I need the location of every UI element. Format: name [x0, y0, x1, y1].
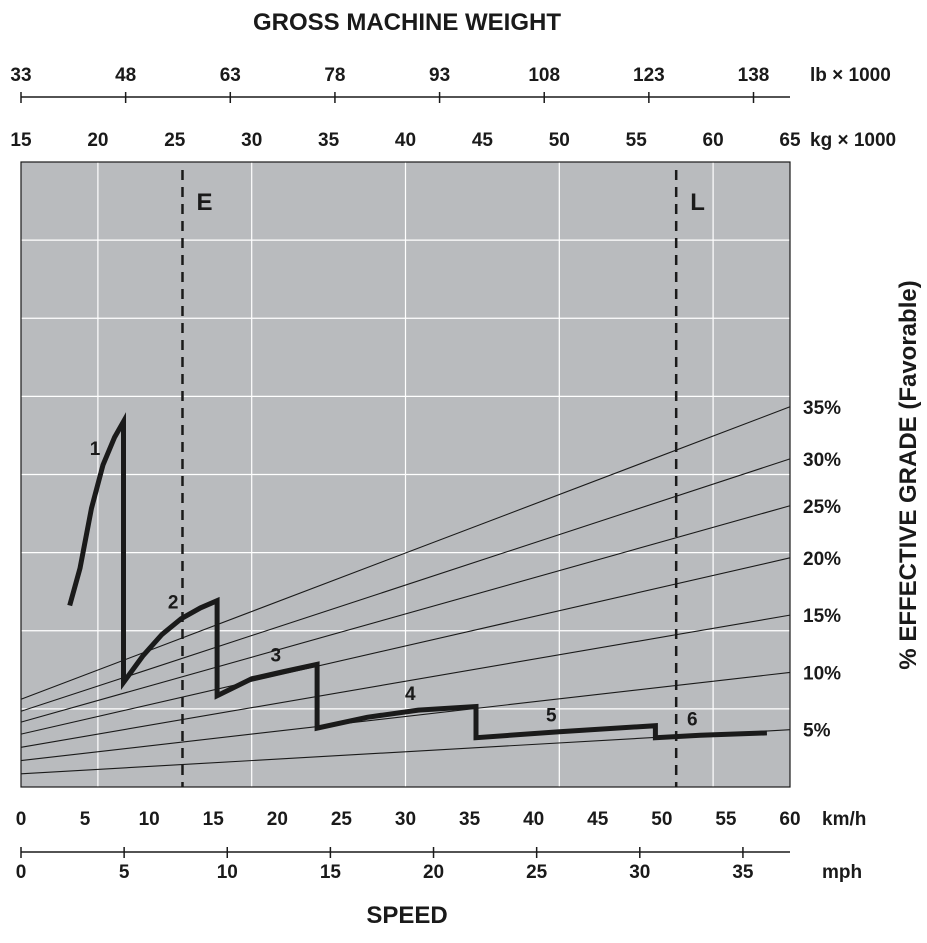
gear-label: 3	[270, 646, 281, 667]
kg-tick-label: 55	[626, 130, 648, 151]
kmh-tick-label: 50	[651, 809, 672, 830]
lb-tick-label: 78	[324, 65, 345, 86]
retarder-curve	[67, 412, 767, 741]
kmh-tick-label: 15	[203, 809, 225, 830]
grade-label: 5%	[803, 721, 831, 742]
mph-tick-label: 25	[526, 862, 548, 883]
grade-line	[20, 557, 791, 735]
grade-label: 25%	[803, 497, 841, 518]
mph-tick-label: 30	[629, 862, 650, 883]
mph-tick-label: 0	[16, 862, 27, 883]
grade-line	[20, 505, 791, 723]
kg-tick-label: 60	[703, 130, 724, 151]
kmh-tick-label: 45	[587, 809, 609, 830]
grade-line	[20, 671, 791, 762]
kmh-tick-label: 0	[16, 809, 27, 830]
mph-unit-label: mph	[822, 862, 862, 883]
kg-tick-label: 35	[318, 130, 340, 151]
lb-tick-label: 93	[429, 65, 450, 86]
grade-line	[20, 614, 791, 748]
lb-tick-label: 123	[633, 65, 665, 86]
kmh-tick-label: 60	[779, 809, 800, 830]
lb-tick-label: 48	[115, 65, 136, 86]
grade-line	[20, 458, 791, 712]
grade-label: 30%	[803, 450, 841, 471]
lb-tick-label: 33	[10, 65, 31, 86]
kmh-tick-label: 25	[331, 809, 353, 830]
mph-tick-label: 10	[217, 862, 238, 883]
lb-tick-label: 108	[528, 65, 560, 86]
kg-tick-label: 40	[395, 130, 416, 151]
y-axis-title: % EFFECTIVE GRADE (Favorable)	[895, 280, 922, 669]
mph-tick-label: 5	[119, 862, 130, 883]
kg-tick-label: 65	[779, 130, 801, 151]
mph-tick-label: 35	[732, 862, 754, 883]
kg-tick-label: 20	[87, 130, 108, 151]
kg-tick-label: 50	[549, 130, 570, 151]
chart-title: GROSS MACHINE WEIGHT	[253, 9, 561, 36]
mph-tick-label: 20	[423, 862, 444, 883]
kmh-tick-label: 40	[523, 809, 544, 830]
grade-label: 15%	[803, 606, 841, 627]
lb-tick-label: 138	[738, 65, 770, 86]
kmh-tick-label: 5	[80, 809, 91, 830]
plot-area: E L 1 2 3 4 5 6	[20, 161, 791, 788]
grade-label: 35%	[803, 398, 841, 419]
reference-line-label: E	[196, 189, 212, 216]
kg-unit-label: kg × 1000	[810, 130, 896, 151]
gear-label: 4	[405, 684, 416, 705]
grade-label: 10%	[803, 663, 841, 684]
kg-axis: 15 20 25 30 35 40 45 50 55 60 65 kg × 1000	[10, 130, 896, 151]
kmh-tick-label: 35	[459, 809, 481, 830]
kmh-tick-label: 20	[267, 809, 288, 830]
gear-label: 1	[90, 439, 101, 460]
kmh-axis: 0 5 10 15 20 25 30 35 40 45 50 55 60 km/h	[16, 809, 867, 830]
mph-tick-label: 15	[320, 862, 342, 883]
kg-tick-label: 15	[10, 130, 32, 151]
gear-label: 2	[168, 593, 179, 614]
kmh-unit-label: km/h	[822, 809, 866, 830]
kmh-tick-label: 55	[715, 809, 737, 830]
gear-label: 6	[687, 709, 698, 730]
reference-line-label: L	[690, 189, 705, 216]
gear-label: 5	[546, 706, 557, 727]
grade-label: 20%	[803, 549, 841, 570]
kmh-tick-label: 10	[139, 809, 160, 830]
kg-tick-label: 45	[472, 130, 494, 151]
lb-tick-label: 63	[220, 65, 241, 86]
kg-tick-label: 25	[164, 130, 186, 151]
mph-axis: 0 5 10 15 20 25 30 35 mph	[16, 847, 862, 883]
kmh-tick-label: 30	[395, 809, 416, 830]
kg-tick-label: 30	[241, 130, 262, 151]
lb-unit-label: lb × 1000	[810, 65, 891, 86]
x-axis-title: SPEED	[366, 902, 447, 929]
lb-axis: 33 48 63 78 93 108 123 138 lb × 1000	[10, 65, 891, 103]
